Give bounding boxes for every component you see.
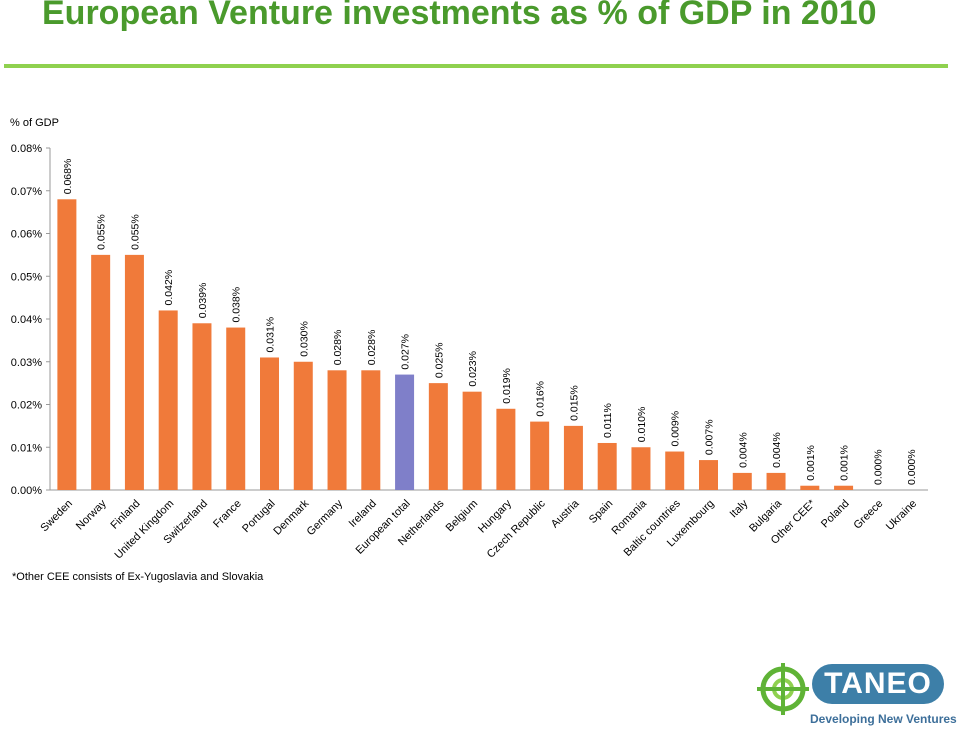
data-label: 0.068% xyxy=(62,159,74,195)
y-tick-label: 0.08% xyxy=(11,143,42,155)
data-label: 0.009% xyxy=(670,411,682,447)
bar xyxy=(732,472,752,490)
data-label: 0.001% xyxy=(805,445,817,481)
x-tick-label: Finland xyxy=(109,498,143,532)
x-tick-label: Ukraine xyxy=(884,498,919,533)
y-tick-label: 0.06% xyxy=(11,229,42,241)
logo-tagline: Developing New Ventures xyxy=(810,712,957,726)
logo-wordmark: TANEO xyxy=(812,664,944,704)
footnote: *Other CEE consists of Ex-Yugoslavia and… xyxy=(12,571,264,583)
page-title: European Venture investments as % of GDP… xyxy=(42,0,877,32)
bar xyxy=(327,370,347,490)
data-label: 0.027% xyxy=(400,334,412,370)
bar xyxy=(91,254,111,490)
taneo-logo: TANEO Developing New Ventures xyxy=(752,660,957,730)
bar xyxy=(260,357,279,490)
bar xyxy=(158,310,178,490)
data-label: 0.023% xyxy=(467,351,479,387)
data-label: 0.031% xyxy=(265,317,277,353)
y-tick-label: 0.03% xyxy=(11,357,42,369)
x-tick-label: Ireland xyxy=(347,498,379,530)
data-label: 0.004% xyxy=(737,432,749,468)
bar xyxy=(699,460,718,490)
title-underline xyxy=(4,64,948,68)
bar xyxy=(766,472,786,490)
bar xyxy=(192,323,212,490)
y-tick-label: 0.01% xyxy=(11,442,42,454)
data-label: 0.025% xyxy=(433,343,445,379)
data-label: 0.016% xyxy=(535,381,547,417)
bar xyxy=(226,327,246,490)
data-label: 0.000% xyxy=(872,449,884,485)
bar xyxy=(361,370,381,490)
data-label: 0.015% xyxy=(568,385,580,421)
x-tick-label: Poland xyxy=(819,498,852,531)
y-tick-label: 0.00% xyxy=(11,485,42,497)
bar xyxy=(57,199,77,491)
x-tick-label: United Kingdom xyxy=(112,498,176,562)
data-label: 0.028% xyxy=(366,330,378,366)
bar xyxy=(800,485,820,490)
y-tick-label: 0.05% xyxy=(11,271,42,283)
bar xyxy=(563,425,583,490)
globe-target-icon xyxy=(757,663,809,715)
data-label: 0.000% xyxy=(906,449,918,485)
data-label: 0.030% xyxy=(298,321,310,357)
data-label: 0.038% xyxy=(231,287,243,323)
data-label: 0.010% xyxy=(636,407,648,443)
y-axis-title: % of GDP xyxy=(10,117,59,129)
bar xyxy=(834,485,854,490)
bar xyxy=(462,391,482,490)
data-label: 0.028% xyxy=(332,330,344,366)
y-tick-label: 0.07% xyxy=(11,186,42,198)
x-tick-label: Czech Republic xyxy=(485,497,548,560)
bar xyxy=(428,383,448,490)
data-label: 0.042% xyxy=(163,270,175,306)
data-label: 0.007% xyxy=(704,419,716,455)
bar xyxy=(631,447,651,490)
x-tick-label: Italy xyxy=(728,497,751,520)
data-label: 0.039% xyxy=(197,283,209,319)
x-tick-label: Norway xyxy=(74,497,109,532)
data-label: 0.055% xyxy=(96,214,108,250)
x-tick-label: Germany xyxy=(305,497,346,538)
y-tick-label: 0.04% xyxy=(11,314,42,326)
data-label: 0.011% xyxy=(602,403,614,438)
data-label: 0.055% xyxy=(129,214,141,250)
bar xyxy=(665,451,685,490)
x-tick-label: Spain xyxy=(587,498,615,526)
bar xyxy=(293,361,313,490)
x-tick-label: Greece xyxy=(851,498,885,532)
data-label: 0.004% xyxy=(771,432,783,468)
data-label: 0.001% xyxy=(839,445,851,481)
y-tick-label: 0.02% xyxy=(11,400,42,412)
x-tick-label: France xyxy=(211,498,244,531)
x-tick-label: Austria xyxy=(549,497,582,530)
bar xyxy=(395,374,415,490)
bar xyxy=(496,408,516,490)
data-label: 0.019% xyxy=(501,368,513,404)
bar xyxy=(530,421,550,490)
x-tick-label: Belgium xyxy=(444,498,481,535)
bar xyxy=(124,254,144,490)
bar-chart: % of GDP 0.00% 0.01% 0.02% 0.03% 0.04% 0.05% 0.… xyxy=(10,117,928,562)
bar xyxy=(597,442,617,490)
x-tick-label: Sweden xyxy=(38,498,75,535)
